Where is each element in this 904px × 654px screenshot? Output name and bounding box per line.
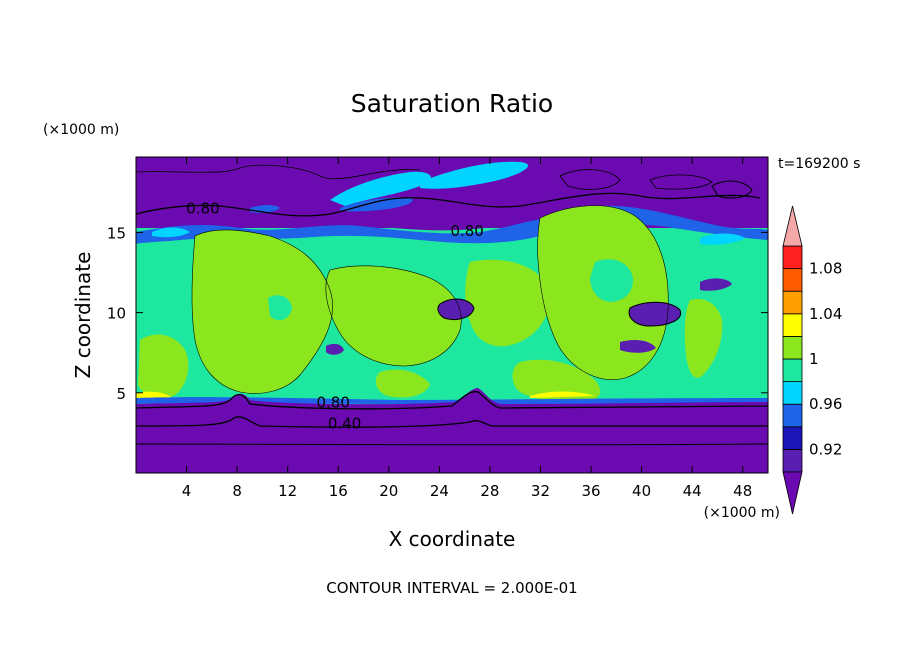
saturated-patch xyxy=(325,265,462,366)
contour-label: 0.80 xyxy=(316,394,349,412)
saturated-patch xyxy=(375,369,430,398)
y-axis-unit: (×1000 m) xyxy=(43,122,119,138)
colorbar-over-arrow xyxy=(782,205,803,247)
x-tick-label: 12 xyxy=(278,482,297,500)
x-tick-label: 28 xyxy=(480,482,499,500)
contour-line xyxy=(649,174,713,190)
dry-pocket xyxy=(620,340,656,353)
time-label: t=169200 s xyxy=(778,156,860,172)
colorbar-swatch xyxy=(782,381,803,405)
contour-line xyxy=(325,265,462,367)
contour-line xyxy=(628,301,682,327)
x-tick-label: 48 xyxy=(733,482,752,500)
x-tick-label: 8 xyxy=(232,482,242,500)
contour-label: 0.80 xyxy=(186,200,219,218)
contour-line xyxy=(136,164,421,180)
colorbar-tick-label: 0.92 xyxy=(809,440,842,458)
colorbar-swatch xyxy=(782,358,803,383)
colorbar-under-arrow xyxy=(782,471,803,515)
x-axis-label: X coordinate xyxy=(389,527,516,551)
colorbar-swatch xyxy=(782,426,803,450)
saturated-patch xyxy=(191,229,333,394)
upper-moist-wisp xyxy=(340,197,413,212)
colorbar-tick-label: 1.08 xyxy=(809,260,842,278)
contour-line xyxy=(437,298,475,321)
contour-line xyxy=(136,443,768,446)
x-tick-label: 4 xyxy=(182,482,192,500)
y-axis-ticks: 5 10 15 xyxy=(107,224,768,403)
x-tick-label: 36 xyxy=(581,482,600,500)
cloud-pocket xyxy=(268,295,292,321)
x-axis-ticks: 4 8 12 16 20 24 28 32 36 40 44 48 xyxy=(182,157,752,500)
blue-band-lower xyxy=(136,397,768,404)
upper-moist-wisp xyxy=(330,171,431,206)
upper-dry-edge xyxy=(136,157,768,231)
colorbar-tick-label: 0.96 xyxy=(809,395,842,413)
cloud-pocket xyxy=(590,259,634,302)
supersaturated-sliver xyxy=(530,391,595,398)
colorbar-swatch xyxy=(782,313,803,337)
x-axis-unit: (×1000 m) xyxy=(704,505,780,521)
upper-moist-wisp xyxy=(152,227,190,238)
saturated-patch xyxy=(138,334,189,399)
dry-pocket xyxy=(326,343,344,355)
contour-line xyxy=(136,416,768,428)
colorbar-swatch xyxy=(782,403,803,428)
contour-line xyxy=(537,205,669,380)
saturated-patch xyxy=(512,359,601,403)
dry-pocket xyxy=(629,302,681,326)
y-axis-label: Z coordinate xyxy=(71,252,95,379)
x-tick-label: 40 xyxy=(632,482,651,500)
contour-line xyxy=(136,192,761,217)
colorbar-swatch xyxy=(782,290,803,315)
colorbar-swatch xyxy=(782,245,803,270)
contour-interval-footer: CONTOUR INTERVAL = 2.000E-01 xyxy=(326,579,577,597)
y-tick-label: 10 xyxy=(107,305,126,323)
contour-line xyxy=(136,391,768,410)
contour-line xyxy=(191,229,333,394)
contour-field xyxy=(136,157,768,473)
x-tick-label: 44 xyxy=(683,482,702,500)
upper-moist-wisp xyxy=(700,233,745,245)
contour-label: 0.40 xyxy=(328,414,361,432)
x-tick-label: 16 xyxy=(329,482,348,500)
x-tick-label: 20 xyxy=(379,482,398,500)
colorbar: 0.92 0.96 1 1.04 1.08 xyxy=(782,205,842,515)
dry-pocket xyxy=(437,299,474,320)
saturated-patch xyxy=(684,298,723,378)
dry-pocket xyxy=(700,278,732,291)
x-tick-label: 24 xyxy=(430,482,449,500)
x-tick-label: 32 xyxy=(531,482,550,500)
saturated-patch xyxy=(465,259,550,347)
contour-line xyxy=(559,169,621,190)
y-tick-label: 5 xyxy=(116,385,126,403)
colorbar-swatch xyxy=(782,335,803,360)
upper-moist-wisp xyxy=(420,161,529,189)
colorbar-tick-label: 1.04 xyxy=(809,305,842,323)
contour-line xyxy=(711,180,753,199)
lower-dry-region xyxy=(136,388,768,473)
chart-title: Saturation Ratio xyxy=(351,89,553,118)
colorbar-swatch xyxy=(782,268,803,292)
colorbar-swatch xyxy=(782,448,803,473)
contour-labels: 0.80 0.80 0.80 0.40 xyxy=(186,200,484,433)
y-tick-label: 15 xyxy=(107,224,126,242)
plot-frame xyxy=(135,156,769,474)
colorbar-tick-label: 1 xyxy=(809,350,819,368)
contour-label: 0.80 xyxy=(450,222,483,240)
